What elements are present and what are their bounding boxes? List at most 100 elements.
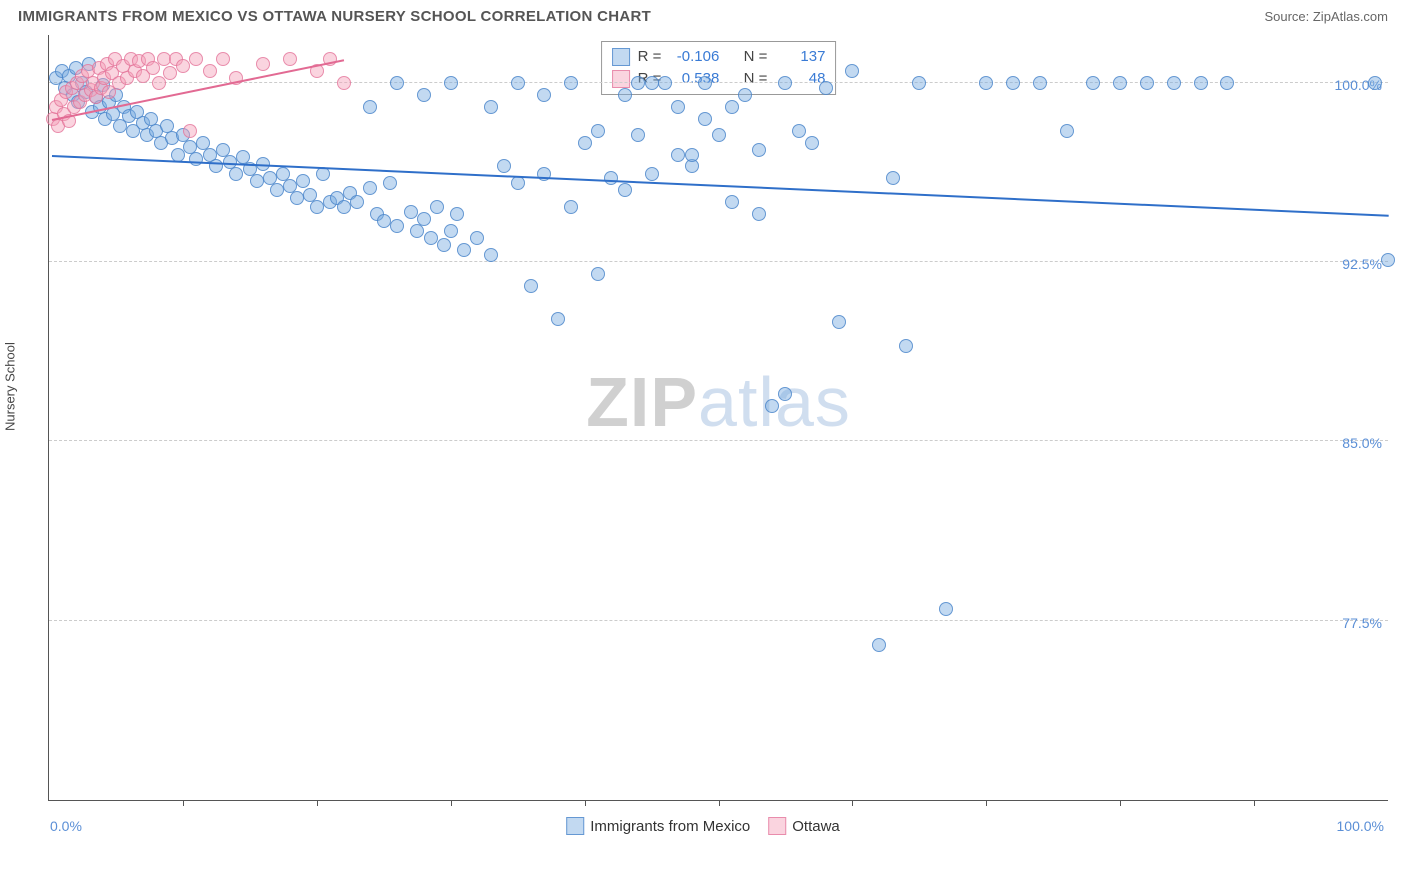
data-point xyxy=(270,183,284,197)
data-point xyxy=(832,315,846,329)
x-tick xyxy=(317,800,318,806)
data-point xyxy=(685,159,699,173)
chart-container: Nursery School ZIPatlas R = -0.106 N = 1… xyxy=(18,31,1388,831)
data-point xyxy=(899,339,913,353)
x-tick xyxy=(183,800,184,806)
r-value-series2: 0.538 xyxy=(669,68,719,90)
data-point xyxy=(337,76,351,90)
data-point xyxy=(698,112,712,126)
data-point xyxy=(752,207,766,221)
data-point xyxy=(725,100,739,114)
data-point xyxy=(337,200,351,214)
source-link[interactable]: ZipAtlas.com xyxy=(1313,9,1388,24)
data-point xyxy=(497,159,511,173)
data-point xyxy=(738,88,752,102)
data-point xyxy=(183,124,197,138)
data-point xyxy=(450,207,464,221)
data-point xyxy=(444,76,458,90)
data-point xyxy=(712,128,726,142)
n-value-series1: 137 xyxy=(775,46,825,68)
y-tick-label: 85.0% xyxy=(1342,435,1382,451)
data-point xyxy=(256,57,270,71)
plot-area: ZIPatlas R = -0.106 N = 137 R = 0.538 N … xyxy=(48,35,1388,801)
data-point xyxy=(778,76,792,90)
data-point xyxy=(979,76,993,90)
data-point xyxy=(671,100,685,114)
data-point xyxy=(1220,76,1234,90)
swatch-series2 xyxy=(612,70,630,88)
data-point xyxy=(685,148,699,162)
source-attribution: Source: ZipAtlas.com xyxy=(1264,9,1388,24)
data-point xyxy=(296,174,310,188)
data-point xyxy=(457,243,471,257)
data-point xyxy=(1167,76,1181,90)
data-point xyxy=(1194,76,1208,90)
legend-swatch-series1 xyxy=(566,817,584,835)
data-point xyxy=(1140,76,1154,90)
legend-swatch-series2 xyxy=(768,817,786,835)
data-point xyxy=(1113,76,1127,90)
data-point xyxy=(524,279,538,293)
data-point xyxy=(631,128,645,142)
data-point xyxy=(564,200,578,214)
data-point xyxy=(229,167,243,181)
data-point xyxy=(417,88,431,102)
data-point xyxy=(203,64,217,78)
data-point xyxy=(631,76,645,90)
data-point xyxy=(390,76,404,90)
data-point xyxy=(511,76,525,90)
data-point xyxy=(872,638,886,652)
gridline xyxy=(49,620,1388,621)
swatch-series1 xyxy=(612,48,630,66)
data-point xyxy=(591,124,605,138)
r-value-series1: -0.106 xyxy=(669,46,719,68)
gridline xyxy=(49,261,1388,262)
legend-item-series2: Ottawa xyxy=(768,817,840,835)
stats-row-series1: R = -0.106 N = 137 xyxy=(612,46,826,68)
data-point xyxy=(645,76,659,90)
data-point xyxy=(805,136,819,150)
data-point xyxy=(310,200,324,214)
data-point xyxy=(424,231,438,245)
gridline xyxy=(49,440,1388,441)
data-point xyxy=(417,212,431,226)
data-point xyxy=(176,59,190,73)
data-point xyxy=(939,602,953,616)
data-point xyxy=(604,171,618,185)
x-tick xyxy=(451,800,452,806)
data-point xyxy=(698,76,712,90)
legend-label-series2: Ottawa xyxy=(792,818,840,835)
data-point xyxy=(1086,76,1100,90)
legend: Immigrants from Mexico Ottawa xyxy=(566,817,840,835)
data-point xyxy=(845,64,859,78)
data-point xyxy=(437,238,451,252)
y-tick-label: 92.5% xyxy=(1342,256,1382,272)
x-axis-min-label: 0.0% xyxy=(50,818,82,834)
data-point xyxy=(216,52,230,66)
y-tick-label: 77.5% xyxy=(1342,615,1382,631)
data-point xyxy=(444,224,458,238)
data-point xyxy=(430,200,444,214)
data-point xyxy=(564,76,578,90)
data-point xyxy=(645,167,659,181)
data-point xyxy=(671,148,685,162)
data-point xyxy=(363,181,377,195)
x-tick xyxy=(986,800,987,806)
data-point xyxy=(484,100,498,114)
data-point xyxy=(551,312,565,326)
data-point xyxy=(1368,76,1382,90)
x-tick xyxy=(852,800,853,806)
data-point xyxy=(1381,253,1395,267)
data-point xyxy=(290,191,304,205)
gridline xyxy=(49,82,1388,83)
legend-item-series1: Immigrants from Mexico xyxy=(566,817,750,835)
data-point xyxy=(363,100,377,114)
data-point xyxy=(470,231,484,245)
data-point xyxy=(350,195,364,209)
x-tick xyxy=(585,800,586,806)
data-point xyxy=(778,387,792,401)
data-point xyxy=(484,248,498,262)
legend-label-series1: Immigrants from Mexico xyxy=(590,818,750,835)
data-point xyxy=(912,76,926,90)
chart-header: IMMIGRANTS FROM MEXICO VS OTTAWA NURSERY… xyxy=(0,0,1406,31)
